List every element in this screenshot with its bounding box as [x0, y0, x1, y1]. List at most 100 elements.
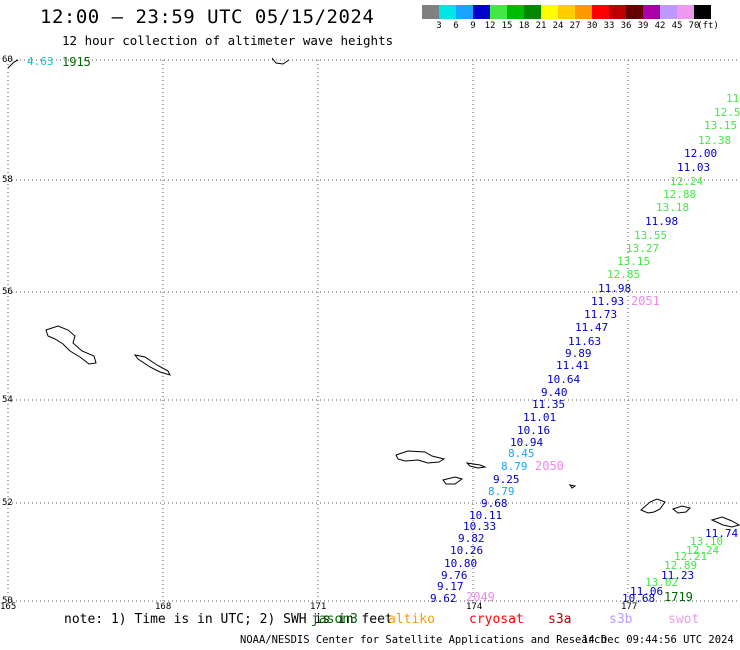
pass-time-label: 2050	[535, 459, 564, 473]
color-scale-label: 45	[671, 21, 683, 31]
wave-height-value: 11.35	[532, 398, 566, 411]
wave-height-value: 11.73	[584, 308, 618, 321]
color-scale-label: 27	[569, 21, 581, 31]
color-swatch	[541, 5, 558, 19]
pass-time-label: 1719	[664, 590, 693, 604]
color-scale-label: 33	[603, 21, 615, 31]
wave-height-value: 10.26	[450, 544, 484, 557]
color-scale-label: 70	[688, 21, 700, 31]
wave-height-value: 11.63	[568, 335, 602, 348]
longitude-label: 165	[0, 602, 17, 612]
color-swatch	[592, 5, 609, 19]
wave-height-value: 10.80	[444, 557, 478, 570]
wave-height-value: 9.82	[458, 532, 485, 545]
pass-time-label: 4.63	[27, 55, 54, 68]
latitude-label: 58	[2, 175, 13, 185]
color-swatch	[439, 5, 456, 19]
wave-height-value: 9.40	[541, 386, 568, 399]
wave-height-value: 8.45	[508, 447, 535, 460]
color-scale-label: 42	[654, 21, 666, 31]
wave-height-value: 9.76	[441, 569, 468, 582]
wave-height-value: 10.64	[547, 373, 581, 386]
wave-height-value: 12.5	[714, 106, 740, 119]
pass-time-label: 2051	[631, 294, 660, 308]
footer-credit: NOAA/NESDIS Center for Satellite Applica…	[240, 634, 607, 646]
wave-height-value: 8.79	[501, 460, 528, 473]
wave-height-value: 12.00	[684, 147, 718, 160]
wave-height-value: 13.55	[634, 229, 668, 242]
color-swatch	[524, 5, 541, 19]
color-scale-label: 9	[470, 21, 476, 31]
satellite-legend-s3a: s3a	[548, 612, 572, 627]
wave-height-value: 12.88	[663, 188, 697, 201]
wave-height-value: 12.89	[664, 559, 698, 572]
wave-height-value: 10.16	[517, 424, 551, 437]
satellite-legend-altiko: altiko	[388, 612, 435, 627]
wave-height-value: 9.62	[430, 592, 457, 605]
color-swatch	[507, 5, 524, 19]
color-swatch	[558, 5, 575, 19]
color-scale-label: (ft)	[697, 21, 719, 31]
longitude-label: 171	[310, 602, 327, 612]
color-scale-label: 39	[637, 21, 649, 31]
color-swatch	[609, 5, 626, 19]
color-swatch	[490, 5, 507, 19]
color-scale-label: 3	[436, 21, 442, 31]
wave-height-value: 11.06	[630, 585, 664, 598]
wave-height-value: 13.27	[626, 242, 660, 255]
color-scale-label: 21	[535, 21, 547, 31]
satellite-legend-jason3: jason3	[311, 612, 358, 627]
color-scale-label: 30	[586, 21, 598, 31]
lat-lon-grid	[7, 59, 740, 602]
map-subtitle: 12 hour collection of altimeter wave hei…	[62, 33, 394, 48]
wave-height-value: 11.01	[523, 411, 557, 424]
latitude-label: 54	[2, 395, 13, 405]
longitude-label: 168	[155, 602, 172, 612]
color-swatch	[456, 5, 473, 19]
wave-height-value: 13.15	[704, 119, 738, 132]
footer-timestamp: 14 Dec 09:44:56 UTC 2024	[582, 634, 734, 646]
wave-height-value: 11.98	[598, 282, 632, 295]
wave-height-value: 12.21	[674, 550, 708, 563]
wave-height-value: 11.74	[705, 527, 739, 540]
color-scale-labels: 3 6 9 12 15 18 21 24 27 30 33 36 39 42 45 70 (ft)	[422, 21, 740, 35]
wave-height-value: 11.98	[645, 215, 679, 228]
map-title: 12:00 – 23:59 UTC 05/15/2024	[40, 6, 375, 28]
color-swatch	[575, 5, 592, 19]
wave-height-value: 11.47	[575, 321, 609, 334]
wave-height-value: 9.25	[493, 473, 520, 486]
wave-height-value: 13.10	[690, 535, 724, 548]
longitude-label: 174	[466, 602, 483, 612]
color-scale-label: 15	[501, 21, 513, 31]
coastlines	[7, 57, 740, 528]
wave-height-value: 10.33	[463, 520, 497, 533]
color-swatch	[660, 5, 677, 19]
color-swatch	[677, 5, 694, 19]
wave-height-value: 12.24	[670, 175, 704, 188]
latitude-label: 60	[2, 55, 13, 65]
satellite-legend-cryosat: cryosat	[469, 612, 524, 627]
color-swatch	[422, 5, 439, 19]
color-scale-label: 12	[484, 21, 496, 31]
color-scale-label: 18	[518, 21, 530, 31]
wave-height-value: 10.11	[469, 509, 503, 522]
color-swatch	[473, 5, 490, 19]
color-swatch	[643, 5, 660, 19]
wave-height-value: 11.03	[677, 161, 711, 174]
wave-height-value: 10.94	[510, 436, 544, 449]
color-scale-bar	[422, 5, 711, 19]
longitude-label: 177	[621, 602, 638, 612]
wave-height-value: 11.23	[661, 569, 695, 582]
wave-height-value: 9.68	[481, 497, 508, 510]
pass-time-label: 1915	[62, 55, 91, 69]
wave-height-value: 9.89	[565, 347, 592, 360]
wave-height-value: 10.68	[622, 592, 656, 605]
note-text: note: 1) Time is in UTC; 2) SWH is in fe…	[64, 612, 393, 627]
wave-height-value: 9.17	[437, 580, 464, 593]
color-scale-label: 24	[552, 21, 564, 31]
wave-height-value: 11.	[726, 92, 740, 105]
wave-height-value: 13.18	[656, 201, 690, 214]
wave-height-value: 12.38	[698, 134, 732, 147]
color-scale-label: 36	[620, 21, 632, 31]
